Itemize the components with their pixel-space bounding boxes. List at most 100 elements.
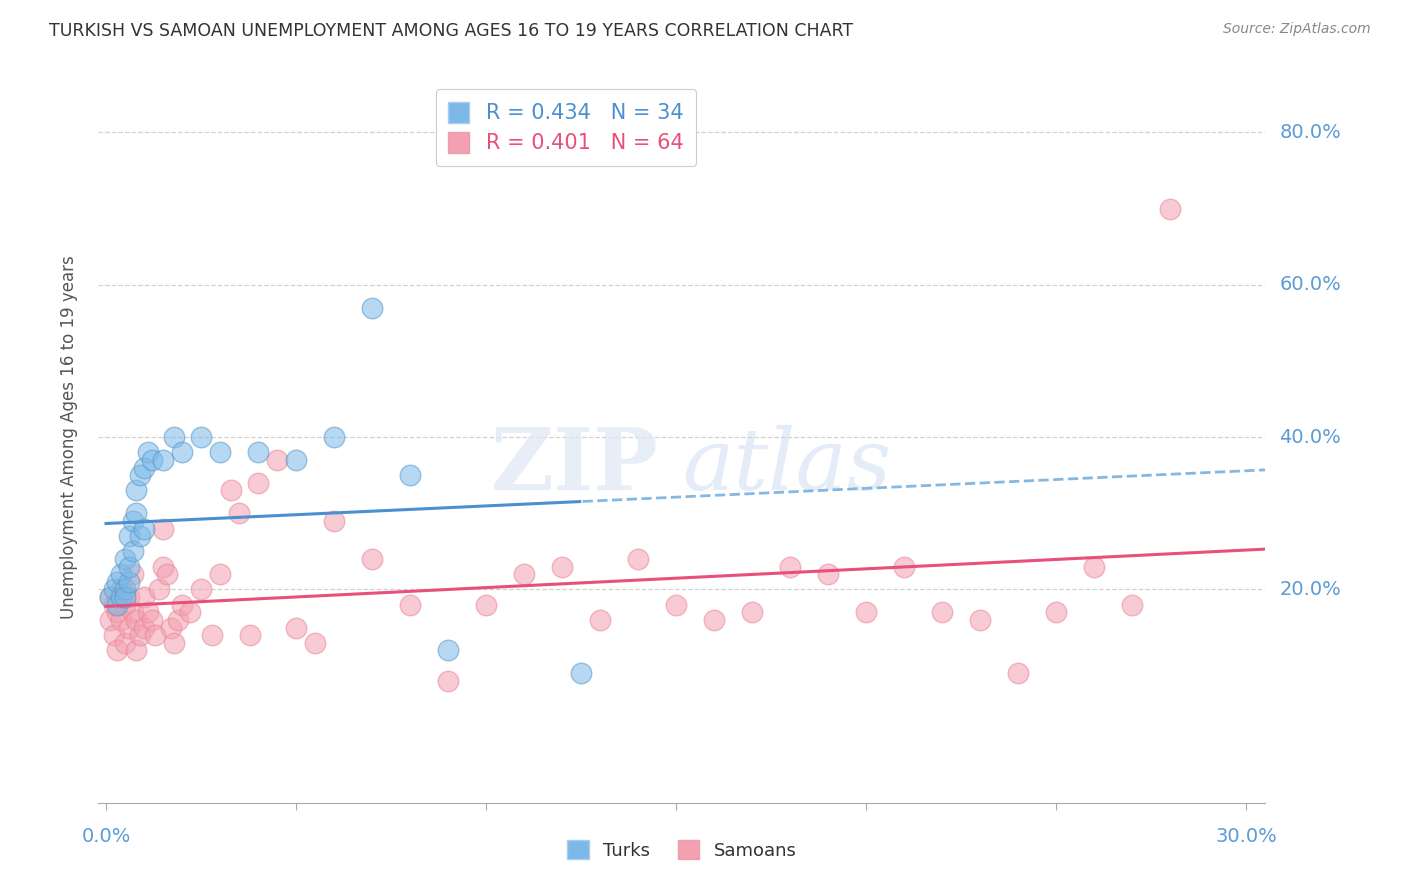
Point bbox=[129, 468, 152, 483]
Text: atlas: atlas bbox=[682, 425, 891, 508]
Point bbox=[665, 598, 688, 612]
Point bbox=[1083, 559, 1105, 574]
Point bbox=[118, 574, 141, 589]
Point bbox=[121, 605, 143, 619]
Point bbox=[129, 628, 152, 642]
Point bbox=[304, 636, 326, 650]
Y-axis label: Unemployment Among Ages 16 to 19 years: Unemployment Among Ages 16 to 19 years bbox=[59, 255, 77, 619]
Text: 0.0%: 0.0% bbox=[82, 827, 131, 846]
Point bbox=[129, 529, 152, 543]
Point bbox=[163, 636, 186, 650]
Point bbox=[170, 598, 193, 612]
Point bbox=[136, 605, 159, 619]
Point bbox=[118, 529, 141, 543]
Point bbox=[163, 430, 186, 444]
Point bbox=[107, 643, 129, 657]
Point bbox=[179, 605, 201, 619]
Point bbox=[107, 605, 129, 619]
Point bbox=[152, 521, 174, 535]
Point bbox=[475, 598, 498, 612]
Point bbox=[437, 673, 460, 688]
Point bbox=[741, 605, 763, 619]
Text: 30.0%: 30.0% bbox=[1216, 827, 1277, 846]
Point bbox=[132, 621, 155, 635]
Point bbox=[141, 613, 163, 627]
Point bbox=[110, 590, 132, 604]
Point bbox=[132, 521, 155, 535]
Point bbox=[323, 430, 346, 444]
Point bbox=[779, 559, 801, 574]
Point bbox=[285, 621, 308, 635]
Point bbox=[931, 605, 953, 619]
Point bbox=[136, 445, 159, 459]
Point bbox=[247, 475, 270, 490]
Point bbox=[103, 582, 125, 597]
Point bbox=[103, 598, 125, 612]
Point bbox=[121, 567, 143, 582]
Point bbox=[110, 567, 132, 582]
Point bbox=[703, 613, 725, 627]
Point bbox=[239, 628, 262, 642]
Point bbox=[114, 590, 136, 604]
Point bbox=[110, 582, 132, 597]
Point bbox=[121, 514, 143, 528]
Point bbox=[132, 590, 155, 604]
Point bbox=[209, 445, 232, 459]
Point bbox=[285, 453, 308, 467]
Point bbox=[125, 613, 148, 627]
Point bbox=[190, 582, 212, 597]
Text: 40.0%: 40.0% bbox=[1279, 427, 1341, 447]
Point bbox=[114, 636, 136, 650]
Point bbox=[399, 468, 422, 483]
Point bbox=[118, 590, 141, 604]
Point bbox=[125, 643, 148, 657]
Point bbox=[228, 506, 250, 520]
Point bbox=[893, 559, 915, 574]
Point bbox=[221, 483, 243, 498]
Point bbox=[627, 552, 650, 566]
Point bbox=[1159, 202, 1181, 216]
Point bbox=[125, 506, 148, 520]
Text: 20.0%: 20.0% bbox=[1279, 580, 1341, 599]
Point bbox=[110, 613, 132, 627]
Point bbox=[201, 628, 224, 642]
Point bbox=[569, 666, 592, 681]
Point bbox=[969, 613, 991, 627]
Point bbox=[121, 544, 143, 558]
Point bbox=[361, 552, 384, 566]
Point bbox=[159, 621, 181, 635]
Point bbox=[1121, 598, 1143, 612]
Point bbox=[1045, 605, 1067, 619]
Point bbox=[148, 582, 170, 597]
Point bbox=[114, 582, 136, 597]
Point bbox=[152, 559, 174, 574]
Point bbox=[98, 613, 121, 627]
Point bbox=[247, 445, 270, 459]
Point bbox=[1007, 666, 1029, 681]
Point bbox=[167, 613, 190, 627]
Point bbox=[152, 453, 174, 467]
Point bbox=[98, 590, 121, 604]
Point bbox=[141, 453, 163, 467]
Point bbox=[323, 514, 346, 528]
Point bbox=[156, 567, 179, 582]
Text: 80.0%: 80.0% bbox=[1279, 123, 1341, 142]
Point bbox=[103, 628, 125, 642]
Point bbox=[190, 430, 212, 444]
Point bbox=[361, 301, 384, 315]
Point bbox=[107, 574, 129, 589]
Point bbox=[118, 559, 141, 574]
Point bbox=[118, 621, 141, 635]
Point bbox=[98, 590, 121, 604]
Text: TURKISH VS SAMOAN UNEMPLOYMENT AMONG AGES 16 TO 19 YEARS CORRELATION CHART: TURKISH VS SAMOAN UNEMPLOYMENT AMONG AGE… bbox=[49, 22, 853, 40]
Point bbox=[589, 613, 612, 627]
Point bbox=[114, 552, 136, 566]
Point bbox=[114, 598, 136, 612]
Point bbox=[145, 628, 167, 642]
Text: 60.0%: 60.0% bbox=[1279, 276, 1341, 294]
Point bbox=[437, 643, 460, 657]
Point bbox=[132, 460, 155, 475]
Point bbox=[817, 567, 839, 582]
Point bbox=[266, 453, 288, 467]
Point bbox=[125, 483, 148, 498]
